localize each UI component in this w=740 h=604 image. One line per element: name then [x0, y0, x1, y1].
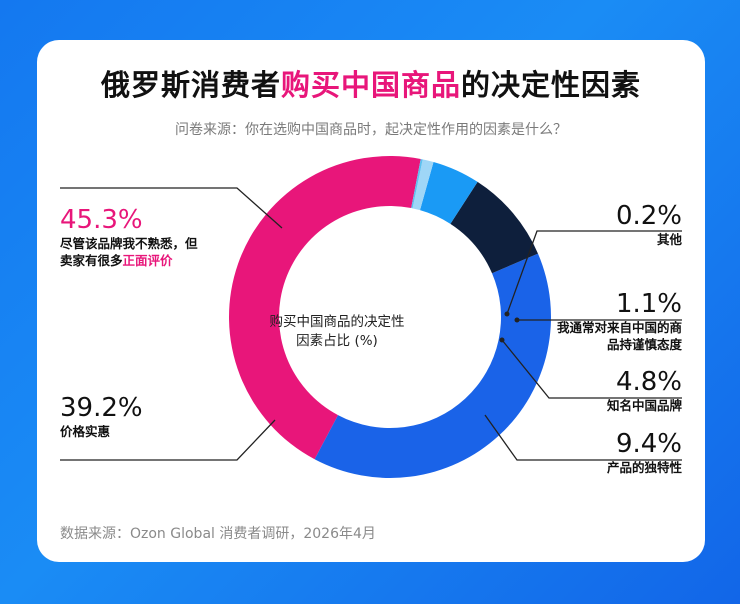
leader-line-other: [506, 230, 682, 315]
data-label-cautious-value: 1.1%: [615, 289, 682, 319]
data-label-positive-reviews-line2: 卖家有很多正面评价: [60, 252, 198, 269]
chart-subtitle: 问卷来源：你在选购中国商品时，起决定性作用的因素是什么？: [175, 122, 567, 138]
donut-slice-2: [450, 181, 538, 274]
label-other: 0.2% 其他: [616, 201, 682, 248]
data-label-price-value: 39.2%: [60, 393, 143, 423]
donut-chart: [60, 156, 682, 478]
data-label-other-line1: 其他: [656, 232, 682, 247]
data-label-cautious-line2: 品持谨慎态度: [606, 337, 682, 352]
positive-reviews-line2a: 卖家有很多: [60, 253, 123, 268]
data-source-note: 数据来源：Ozon Global 消费者调研，2026年4月: [60, 526, 376, 542]
infographic-card: 俄罗斯消费者购买中国商品的决定性因素 问卷来源：你在选购中国商品时，起决定性作用…: [37, 40, 705, 562]
chart-title: 俄罗斯消费者购买中国商品的决定性因素: [37, 62, 705, 104]
label-positive-reviews: 45.3% 尽管该品牌我不熟悉，但 卖家有很多正面评价: [60, 205, 198, 269]
donut-slice-4: [412, 159, 434, 211]
leader-line-uniqueness: [484, 414, 682, 461]
label-price: 39.2% 价格实惠: [60, 393, 143, 440]
label-cautious: 1.1% 我通常对来自中国的商 品持谨慎态度: [557, 289, 682, 353]
center-label-line2: 因素占比 (%): [296, 333, 378, 349]
data-label-known-brand-value: 4.8%: [615, 367, 682, 397]
leader-lines: [60, 187, 682, 461]
data-label-other-value: 0.2%: [615, 201, 682, 231]
title-part1: 俄罗斯消费者: [100, 68, 281, 102]
title-highlight: 购买中国商品: [280, 68, 461, 102]
positive-reviews-line2b: 正面评价: [122, 253, 173, 268]
title-part2: 的决定性因素: [461, 68, 642, 102]
leader-dot-cautious: [514, 317, 520, 323]
label-uniqueness: 9.4% 产品的独特性: [607, 429, 682, 476]
leader-line-known-brand: [501, 339, 682, 399]
data-label-uniqueness-line1: 产品的独特性: [606, 460, 682, 475]
leader-dot-known-brand: [499, 337, 505, 343]
leader-dot-other: [504, 311, 510, 317]
leader-line-price: [60, 419, 276, 461]
data-label-positive-reviews-value: 45.3%: [60, 205, 143, 235]
donut-center-label: 购买中国商品的决定性 因素占比 (%): [257, 313, 417, 351]
donut-slice-0: [229, 156, 421, 460]
donut-slices: [229, 156, 551, 478]
data-label-uniqueness-value: 9.4%: [615, 429, 682, 459]
data-label-positive-reviews-line1: 尽管该品牌我不熟悉，但: [60, 236, 198, 251]
leader-line-positive-reviews: [60, 187, 283, 229]
data-label-price-line1: 价格实惠: [60, 424, 111, 439]
donut-slice-1: [314, 253, 551, 478]
center-label-line1: 购买中国商品的决定性: [269, 314, 405, 330]
donut-slice-5: [411, 158, 423, 209]
leader-dots: [499, 311, 520, 343]
data-label-known-brand-line1: 知名中国品牌: [606, 398, 682, 413]
data-label-cautious-line1: 我通常对来自中国的商: [556, 320, 682, 335]
label-known-brand: 4.8% 知名中国品牌: [607, 367, 682, 414]
donut-slice-3: [419, 161, 478, 224]
